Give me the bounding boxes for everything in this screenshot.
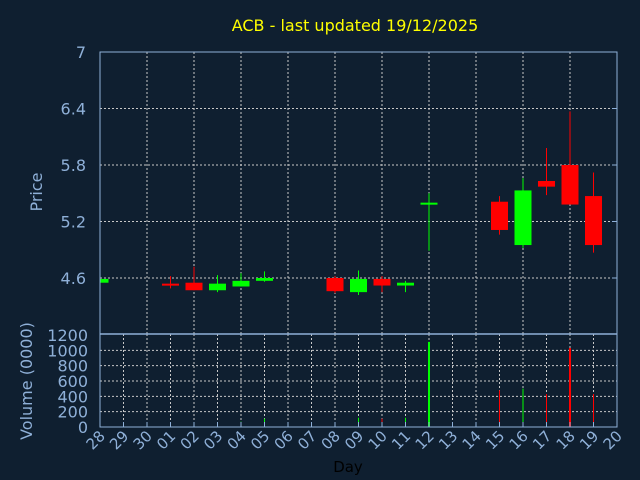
volume-axis-label: Volume (0000): [17, 322, 36, 440]
candle-body: [185, 282, 203, 291]
volume-tick-label: 800: [57, 357, 88, 376]
candle-body: [561, 165, 579, 205]
x-tick-label: 03: [200, 427, 226, 453]
candle-body: [232, 280, 250, 287]
candle-body: [373, 278, 391, 286]
x-tick-label: 30: [130, 427, 156, 453]
candle-body: [350, 278, 367, 293]
candle-body: [397, 282, 414, 286]
candle-body: [326, 278, 344, 292]
volume-tick-label: 400: [57, 387, 88, 406]
volume-tick-label: 1200: [47, 326, 88, 345]
series-marks: [100, 111, 602, 427]
volume-tick-label: 1000: [47, 341, 88, 360]
x-tick-label: 15: [482, 427, 508, 453]
x-tick-label: 01: [153, 427, 179, 453]
x-tick-label: 12: [412, 427, 438, 453]
x-tick-label: 14: [459, 427, 485, 453]
candle-body: [100, 278, 109, 283]
x-tick-label: 10: [365, 427, 391, 453]
volume-tick-label: 0: [78, 418, 88, 437]
candle-body: [585, 196, 602, 246]
x-tick-label: 29: [106, 427, 132, 453]
chart-title: ACB - last updated 19/12/2025: [232, 16, 479, 35]
x-tick-label: 13: [435, 427, 461, 453]
x-tick-label: 04: [224, 427, 250, 453]
x-tick-label: 06: [271, 427, 297, 453]
x-axis-label: Day: [333, 458, 363, 476]
x-tick-label: 16: [506, 427, 532, 453]
price-tick-label: 4.6: [61, 269, 86, 288]
x-tick-label: 18: [553, 427, 579, 453]
candle-body: [162, 283, 179, 286]
candle-body: [256, 278, 273, 281]
x-tick-label: 07: [294, 427, 320, 453]
candle-body: [420, 202, 438, 205]
x-tick-label: 05: [247, 427, 273, 453]
plot-frame: [99, 51, 618, 428]
volume-tick-label: 200: [57, 403, 88, 422]
x-tick-label: 17: [529, 427, 555, 453]
price-tick-label: 6.4: [61, 100, 86, 119]
candle-body: [491, 201, 508, 230]
candle-body: [538, 181, 555, 187]
candle-body: [514, 190, 532, 246]
price-tick-label: 7: [76, 43, 86, 62]
x-tick-label: 08: [318, 427, 344, 453]
candle-body: [209, 283, 226, 291]
x-tick-label: 11: [388, 427, 414, 453]
price-tick-label: 5.8: [61, 156, 86, 175]
y-axis-label: Price: [27, 172, 46, 211]
price-tick-label: 5.2: [61, 213, 86, 232]
x-tick-label: 02: [177, 427, 203, 453]
x-tick-label: 19: [576, 427, 602, 453]
x-tick-label: 20: [600, 427, 626, 453]
volume-tick-label: 600: [57, 372, 88, 391]
x-tick-label: 09: [341, 427, 367, 453]
